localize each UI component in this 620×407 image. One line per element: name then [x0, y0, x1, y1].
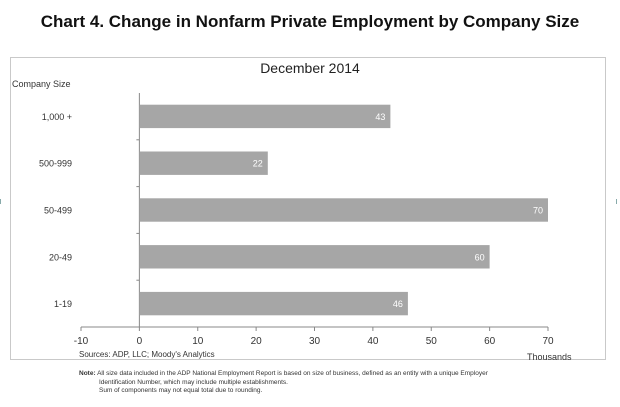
note-line-1: Note: All size data included in the ADP …: [79, 370, 569, 379]
category-label: 1-19: [54, 299, 72, 309]
x-tick-label: -10: [74, 336, 89, 347]
x-tick-label: 70: [542, 336, 554, 347]
note-text-1: All size data included in the ADP Nation…: [97, 370, 488, 377]
bar-value-label: 46: [393, 299, 403, 309]
chart-frame: [10, 57, 606, 360]
edge-marker-right: [616, 199, 620, 204]
bar: [139, 104, 391, 129]
edge-marker-left: [0, 199, 4, 204]
sources-text: Sources: ADP, LLC; Moody's Analytics: [79, 350, 215, 359]
bar: [139, 198, 548, 222]
x-axis-label: Thousands: [527, 352, 572, 362]
bar: [139, 291, 408, 316]
x-tick-label: 0: [137, 336, 143, 347]
x-tick-label: 30: [309, 336, 321, 347]
category-label: 50-499: [44, 206, 72, 216]
bar-value-label: 22: [253, 159, 263, 169]
footnote: Note: All size data included in the ADP …: [79, 370, 569, 396]
category-label: 1,000 +: [42, 112, 72, 122]
chart-subtitle: December 2014: [260, 60, 360, 76]
bar: [139, 151, 268, 175]
chart-title: Chart 4. Change in Nonfarm Private Emplo…: [40, 12, 580, 31]
note-line-3: Sum of components may not equal total du…: [99, 387, 263, 394]
x-tick-label: 50: [426, 336, 438, 347]
bar-value-label: 60: [475, 252, 485, 262]
bar-value-label: 70: [533, 206, 543, 216]
note-label: Note:: [79, 370, 96, 377]
x-tick-label: 10: [192, 336, 204, 347]
x-tick-label: 40: [367, 336, 379, 347]
bar-value-label: 43: [375, 112, 385, 122]
category-label: 500-999: [39, 159, 72, 169]
category-label: 20-49: [49, 252, 72, 262]
y-axis-label: Company Size: [12, 79, 71, 89]
note-line-2: Identification Number, which may include…: [99, 378, 288, 386]
x-tick-label: 60: [484, 336, 496, 347]
x-tick-label: 20: [251, 336, 263, 347]
bar: [139, 245, 490, 269]
